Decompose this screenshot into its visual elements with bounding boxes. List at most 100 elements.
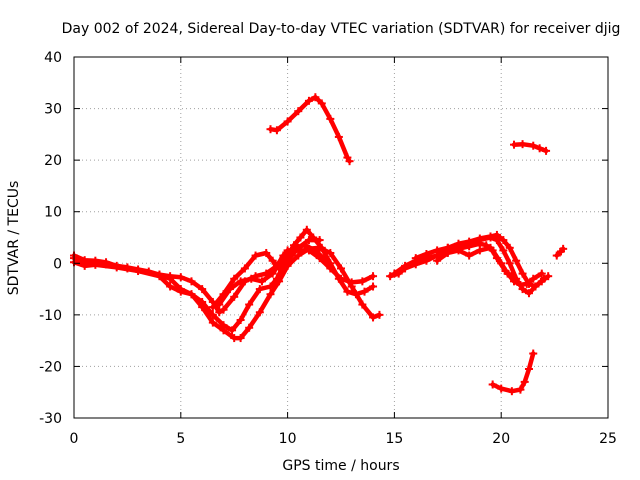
data-point — [499, 236, 508, 245]
data-point — [304, 236, 313, 245]
data-point — [300, 241, 309, 250]
data-point — [516, 385, 525, 394]
data-point — [529, 349, 538, 358]
data-point — [465, 251, 474, 260]
data-point — [247, 274, 256, 283]
data-point — [317, 99, 326, 108]
data-point — [524, 365, 533, 374]
data-point — [512, 256, 521, 265]
data-point — [390, 269, 399, 278]
data-point — [542, 146, 551, 155]
data-point — [283, 256, 292, 265]
data-point — [499, 246, 508, 255]
data-point — [326, 114, 335, 123]
data-point — [311, 246, 320, 255]
data-point — [290, 243, 299, 252]
data-point — [266, 125, 275, 134]
data-point — [537, 277, 546, 286]
data-point — [369, 313, 378, 322]
data-point — [433, 256, 442, 265]
data-point — [512, 274, 521, 283]
x-tick-label: 10 — [279, 431, 297, 447]
data-point — [294, 107, 303, 116]
data-point — [225, 285, 234, 294]
data-point — [518, 140, 527, 149]
data-point — [486, 232, 495, 241]
x-tick-label: 15 — [385, 431, 403, 447]
data-point — [322, 256, 331, 265]
data-point — [386, 272, 395, 281]
data-point — [501, 267, 510, 276]
data-point — [433, 246, 442, 255]
data-point — [198, 303, 207, 312]
y-tick-label: -30 — [39, 411, 62, 427]
data-point — [257, 277, 266, 286]
data-point — [443, 248, 452, 257]
data-point — [208, 303, 217, 312]
data-point — [360, 287, 369, 296]
x-tick-label: 0 — [70, 431, 79, 447]
data-point — [401, 261, 410, 270]
data-point — [488, 380, 497, 389]
data-point — [524, 289, 533, 298]
data-point — [176, 287, 185, 296]
data-point — [345, 157, 354, 166]
data-point — [155, 272, 164, 281]
data-point — [266, 290, 275, 299]
data-point — [123, 264, 132, 273]
data-point — [219, 326, 228, 335]
data-point — [245, 300, 254, 309]
data-point — [80, 259, 89, 268]
data-point — [531, 282, 540, 291]
data-point — [358, 300, 367, 309]
data-point — [358, 277, 367, 286]
data-point — [230, 292, 239, 301]
x-tick-label: 20 — [492, 431, 510, 447]
data-point — [228, 326, 237, 335]
data-point — [510, 140, 519, 149]
data-point — [302, 225, 311, 234]
data-point — [535, 144, 544, 153]
data-point — [230, 274, 239, 283]
data-point — [102, 260, 111, 269]
data-point — [529, 141, 538, 150]
data-point — [475, 246, 484, 255]
data-point — [315, 243, 324, 252]
grid — [74, 57, 608, 418]
data-point — [486, 243, 495, 252]
data-point — [369, 272, 378, 281]
data-point — [507, 387, 516, 396]
y-tick-label: 30 — [44, 102, 62, 118]
data-point — [465, 237, 474, 246]
data-point — [296, 233, 305, 242]
data-point — [544, 272, 553, 281]
data-point — [294, 251, 303, 260]
data-point — [492, 230, 501, 239]
data-point — [518, 285, 527, 294]
data-point — [255, 308, 264, 317]
data-point — [215, 300, 224, 309]
data-point — [334, 132, 343, 141]
data-point — [245, 323, 254, 332]
data-point — [454, 239, 463, 248]
data-point — [505, 259, 514, 268]
series-track-k — [490, 351, 536, 394]
data-point — [520, 377, 529, 386]
data-point — [559, 244, 568, 253]
y-tick-label: 0 — [53, 256, 62, 272]
data-point — [422, 250, 431, 259]
data-point — [272, 126, 281, 135]
chart-title: Day 002 of 2024, Sidereal Day-to-day VTE… — [62, 21, 621, 37]
data-point — [343, 287, 352, 296]
data-point — [518, 269, 527, 278]
data-point — [251, 251, 260, 260]
data-point — [505, 243, 514, 252]
y-tick-label: 20 — [44, 153, 62, 169]
data-point — [497, 384, 506, 393]
y-axis-label: SDTVAR / TECUs — [6, 181, 22, 296]
data-point — [240, 264, 249, 273]
data-point — [219, 305, 228, 314]
data-point — [275, 277, 284, 286]
data-point — [375, 310, 384, 319]
